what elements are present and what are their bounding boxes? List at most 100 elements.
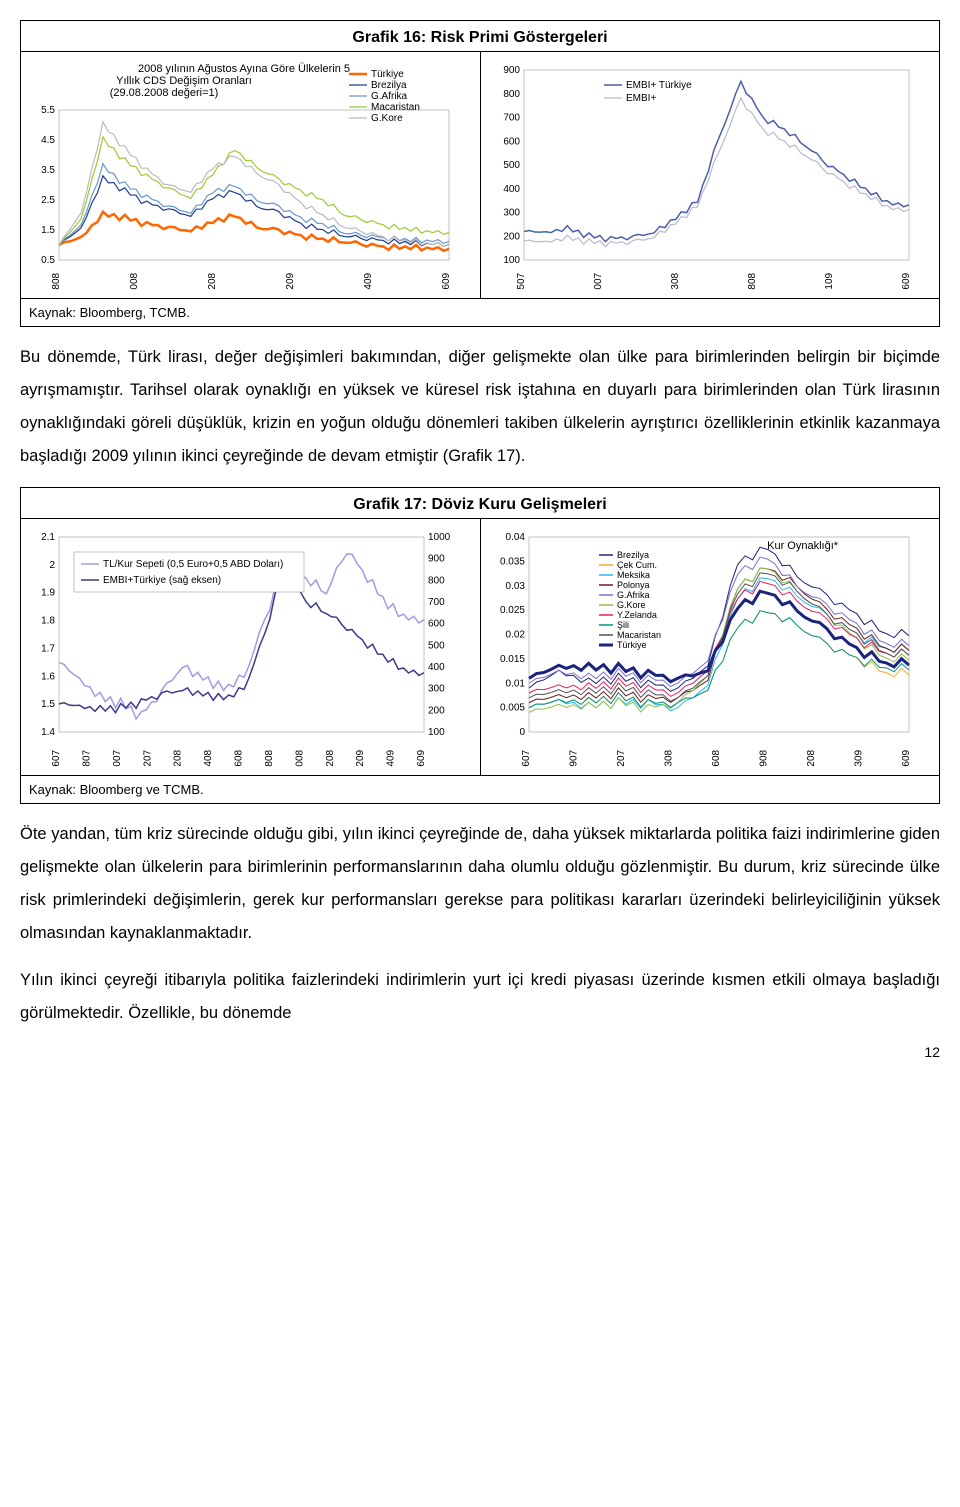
svg-text:0.035: 0.035 (499, 556, 524, 567)
chart-17-box: Grafik 17: Döviz Kuru Gelişmeleri 1.4 1.5… (20, 487, 940, 804)
svg-text:0109: 0109 (824, 272, 835, 290)
svg-text:0208: 0208 (173, 749, 184, 767)
svg-text:0.5: 0.5 (41, 255, 55, 266)
svg-text:4.5: 4.5 (41, 135, 55, 146)
svg-text:200: 200 (428, 705, 445, 716)
svg-text:0608: 0608 (711, 749, 722, 767)
svg-text:1008: 1008 (129, 272, 140, 290)
svg-text:Brezilya: Brezilya (617, 550, 649, 560)
svg-text:0309: 0309 (853, 749, 864, 767)
svg-text:400: 400 (503, 184, 520, 195)
svg-text:Çek Cum.: Çek Cum. (617, 560, 657, 570)
svg-text:G.Kore: G.Kore (617, 600, 646, 610)
chart-16-source: Kaynak: Bloomberg, TCMB. (21, 298, 939, 326)
svg-text:0507: 0507 (516, 272, 527, 290)
svg-text:0308: 0308 (670, 272, 681, 290)
svg-text:0.01: 0.01 (505, 678, 525, 689)
svg-text:G.Afrika: G.Afrika (371, 91, 408, 102)
svg-text:0.005: 0.005 (499, 703, 524, 714)
svg-text:Macaristan: Macaristan (617, 630, 661, 640)
chart-16-title: Grafik 16: Risk Primi Göstergeleri (21, 21, 939, 52)
svg-text:1.8: 1.8 (41, 616, 55, 627)
svg-text:Türkiye: Türkiye (371, 69, 404, 80)
svg-text:0.03: 0.03 (505, 581, 525, 592)
svg-text:300: 300 (503, 208, 520, 219)
svg-text:0209: 0209 (355, 749, 366, 767)
svg-text:0409: 0409 (363, 272, 374, 290)
svg-text:EMBI+: EMBI+ (626, 93, 656, 104)
svg-text:1207: 1207 (142, 749, 153, 767)
svg-text:Şili: Şili (617, 620, 629, 630)
svg-text:1.6: 1.6 (41, 671, 55, 682)
svg-text:0409: 0409 (386, 749, 397, 767)
svg-text:0908: 0908 (758, 749, 769, 767)
svg-text:Kur Oynaklığı*: Kur Oynaklığı* (767, 540, 839, 552)
chart-17-left-svg: 1.41.51.61.71.81.922.1100200300400500600… (29, 527, 459, 767)
paragraph-2: Öte yandan, tüm kriz sürecinde olduğu gi… (20, 818, 940, 950)
chart-17-title: Grafik 17: Döviz Kuru Gelişmeleri (21, 488, 939, 519)
svg-text:600: 600 (428, 619, 445, 630)
svg-text:0607: 0607 (521, 749, 532, 767)
svg-text:G.Afrika: G.Afrika (617, 590, 650, 600)
svg-text:1207: 1207 (616, 749, 627, 767)
svg-text:Yıllık CDS Değişim Oranları: Yıllık CDS Değişim Oranları (116, 75, 252, 87)
svg-text:0609: 0609 (441, 272, 452, 290)
svg-text:0209: 0209 (285, 272, 296, 290)
chart-16-right-svg: 100 200 300 400 500 600 700 800 900 0507 1007 0308 0… (489, 60, 919, 290)
svg-text:TL/Kur Sepeti (0,5 Euro+0,5 AB: TL/Kur Sepeti (0,5 Euro+0,5 ABD Doları) (103, 559, 283, 570)
svg-text:1007: 1007 (112, 749, 123, 767)
svg-text:500: 500 (503, 160, 520, 171)
chart-17-source: Kaynak: Bloomberg ve TCMB. (21, 775, 939, 803)
svg-text:0.025: 0.025 (499, 605, 524, 616)
svg-text:1.9: 1.9 (41, 588, 55, 599)
svg-text:EMBI+Türkiye (sağ eksen): EMBI+Türkiye (sağ eksen) (103, 575, 221, 586)
svg-text:1007: 1007 (593, 272, 604, 290)
svg-text:2008 yılının Ağustos Ayına Gör: 2008 yılının Ağustos Ayına Göre Ülkeleri… (138, 63, 350, 75)
chart-17-left-panel: 1.41.51.61.71.81.922.1100200300400500600… (21, 519, 480, 775)
svg-text:0308: 0308 (663, 749, 674, 767)
chart-16-left-svg: 2008 yılının Ağustos Ayına Göre Ülkeleri… (29, 60, 459, 290)
svg-text:(29.08.2008 değeri=1): (29.08.2008 değeri=1) (110, 87, 219, 99)
svg-text:0408: 0408 (203, 749, 214, 767)
svg-text:Meksika: Meksika (617, 570, 650, 580)
svg-text:700: 700 (503, 113, 520, 124)
svg-text:Polonya: Polonya (617, 580, 650, 590)
svg-text:600: 600 (503, 136, 520, 147)
svg-text:1.4: 1.4 (41, 727, 55, 738)
svg-text:200: 200 (503, 231, 520, 242)
svg-text:1208: 1208 (325, 749, 336, 767)
svg-text:2.1: 2.1 (41, 532, 55, 543)
svg-text:Brezilya: Brezilya (371, 80, 407, 91)
svg-text:5.5: 5.5 (41, 105, 55, 116)
chart-16-right-panel: 100 200 300 400 500 600 700 800 900 0507 1007 0308 0… (480, 52, 940, 298)
svg-text:1.5: 1.5 (41, 225, 55, 236)
svg-text:0.04: 0.04 (505, 532, 525, 543)
svg-text:0609: 0609 (901, 749, 912, 767)
svg-text:2: 2 (49, 560, 55, 571)
svg-text:0.015: 0.015 (499, 654, 524, 665)
svg-text:100: 100 (428, 727, 445, 738)
svg-text:1.5: 1.5 (41, 699, 55, 710)
svg-text:3.5: 3.5 (41, 165, 55, 176)
svg-text:0608: 0608 (234, 749, 245, 767)
svg-text:0607: 0607 (51, 749, 62, 767)
svg-text:G.Kore: G.Kore (371, 113, 403, 124)
svg-text:800: 800 (503, 89, 520, 100)
svg-text:0807: 0807 (81, 749, 92, 767)
svg-text:100: 100 (503, 255, 520, 266)
chart-16-left-panel: 2008 yılının Ağustos Ayına Göre Ülkeleri… (21, 52, 480, 298)
svg-text:0808: 0808 (747, 272, 758, 290)
svg-text:900: 900 (503, 65, 520, 76)
page-number: 12 (20, 1044, 940, 1060)
svg-text:1000: 1000 (428, 532, 451, 543)
chart-17-right-svg: 00.0050.010.0150.020.0250.030.0350.04060… (489, 527, 919, 767)
svg-text:Türkiye: Türkiye (617, 640, 647, 650)
svg-text:Macaristan: Macaristan (371, 102, 420, 113)
svg-text:Y.Zelanda: Y.Zelanda (617, 610, 657, 620)
chart-16-box: Grafik 16: Risk Primi Göstergeleri 2008 … (20, 20, 940, 327)
svg-text:0808: 0808 (51, 272, 62, 290)
chart-17-right-panel: 00.0050.010.0150.020.0250.030.0350.04060… (480, 519, 940, 775)
svg-text:2.5: 2.5 (41, 195, 55, 206)
svg-text:0.02: 0.02 (505, 630, 525, 641)
svg-text:300: 300 (428, 684, 445, 695)
